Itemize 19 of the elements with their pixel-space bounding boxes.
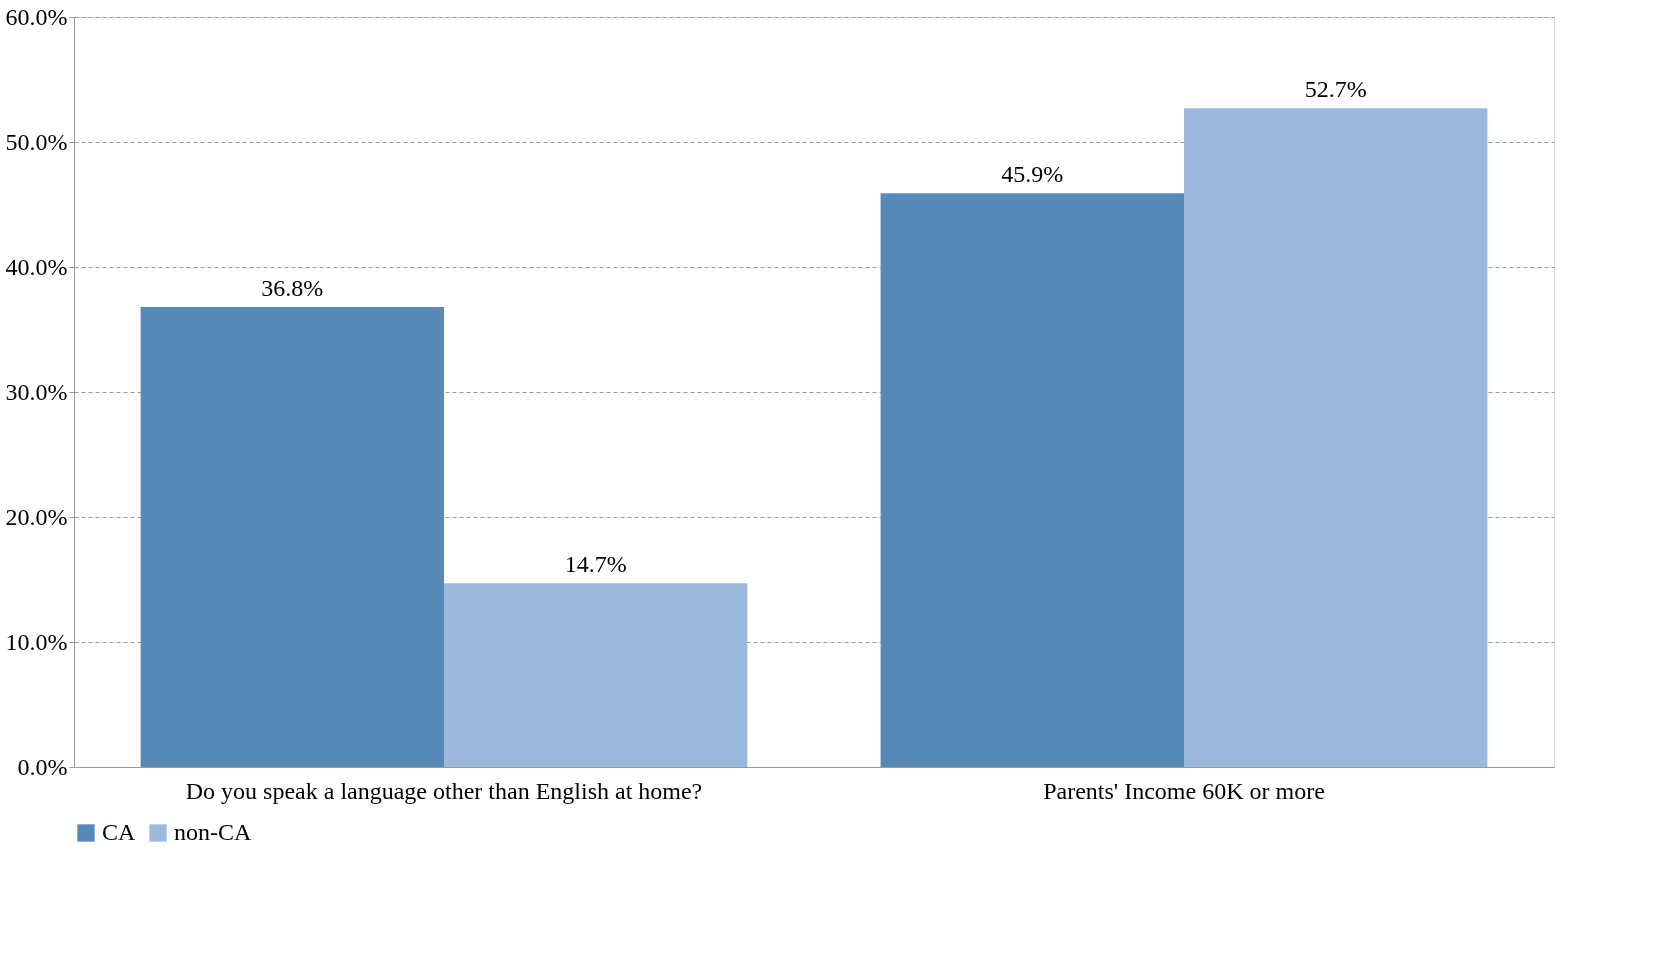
y-tick-label: 60.0% — [5, 3, 68, 30]
x-tick-label: Parents' Income 60K or more — [1043, 777, 1325, 804]
legend-label: CA — [102, 819, 137, 845]
data-label: 36.8% — [261, 275, 324, 301]
y-tick-label: 40.0% — [5, 253, 68, 280]
y-tick-label: 0.0% — [17, 753, 68, 780]
data-label: 45.9% — [1001, 161, 1064, 188]
bar — [444, 583, 748, 767]
data-label: 52.7% — [1304, 76, 1367, 103]
bar — [1184, 108, 1488, 767]
y-tick-label: 30.0% — [5, 378, 68, 405]
bar — [880, 193, 1184, 767]
x-tick-label: Do you speak a language other than English at home? — [185, 777, 703, 804]
bar — [140, 307, 444, 767]
y-tick-label: 20.0% — [5, 503, 68, 530]
y-tick-label: 50.0% — [5, 128, 68, 155]
y-tick-label: 10.0% — [5, 628, 68, 655]
data-label: 14.7% — [564, 551, 627, 578]
legend-label: non-CA — [174, 819, 252, 845]
